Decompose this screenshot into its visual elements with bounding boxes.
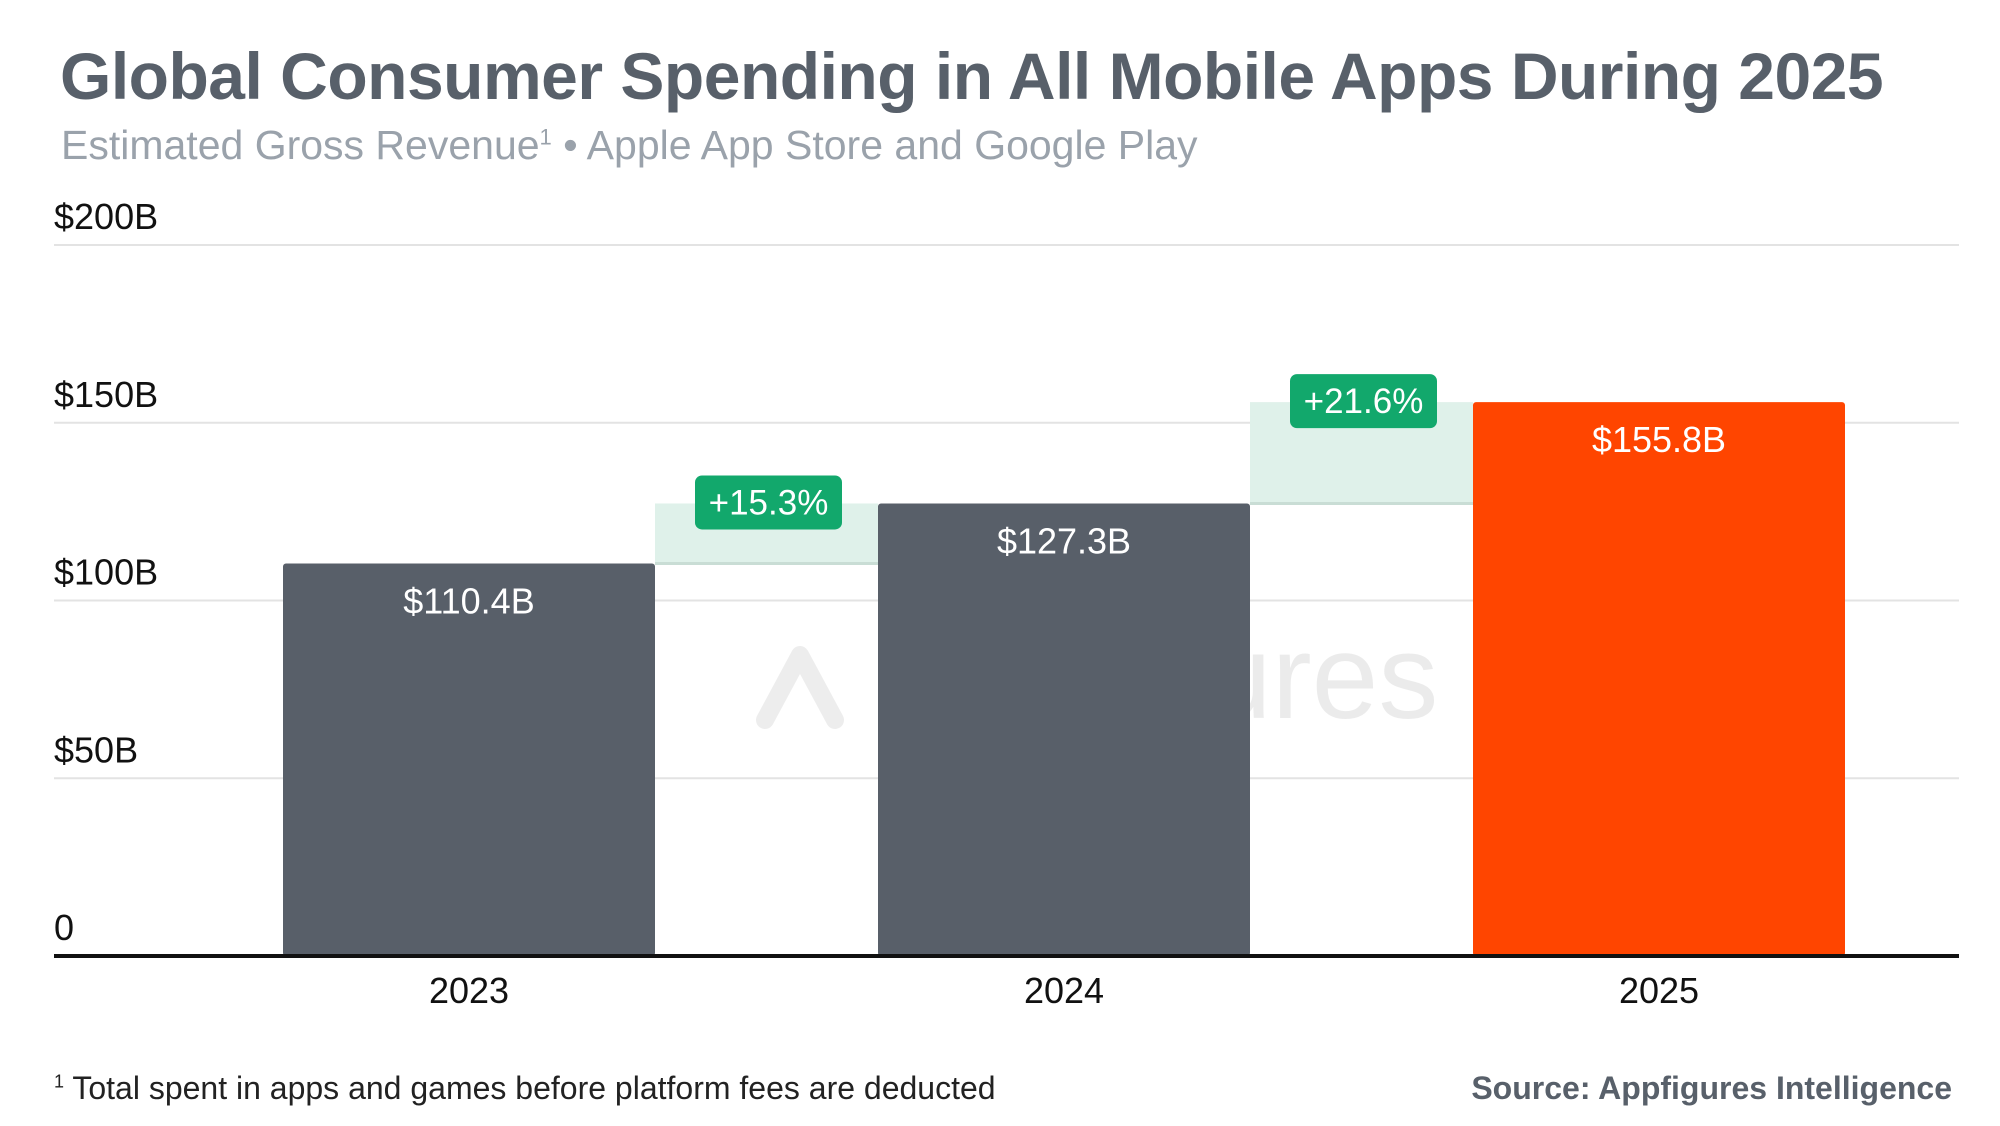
chart-subtitle: Estimated Gross Revenue1 • Apple App Sto… [61,122,1198,169]
watermark-logo [756,646,844,729]
growth-badge-label: +15.3% [709,483,829,522]
x-tick-label: 2025 [1619,970,1699,1011]
y-tick-label: 0 [54,907,74,948]
bar-2023 [283,563,655,956]
growth-badge [695,475,842,530]
bar-value-label: $110.4B [403,581,534,622]
footnote-marker: 1 [54,1071,65,1092]
appfigures-logo-icon [756,646,844,729]
bar-2024 [878,503,1250,956]
source-credit: Source: Appfigures Intelligence [1471,1070,1952,1106]
subtitle-footnote-marker: 1 [539,124,552,150]
chart-title: Global Consumer Spending in All Mobile A… [60,39,1884,113]
footnote-text: Total spent in apps and games before pla… [64,1070,996,1106]
subtitle-rest: • Apple App Store and Google Play [551,122,1198,168]
y-tick-label: $200B [54,196,158,237]
y-tick-label: $100B [54,552,158,593]
bar-value-label: $155.8B [1592,419,1726,460]
growth-badge [1290,374,1437,429]
x-tick-label: 2024 [1024,970,1104,1011]
bar-2025 [1473,402,1845,957]
subtitle-main: Estimated Gross Revenue [61,122,540,168]
footnote: 1 Total spent in apps and games before p… [54,1070,996,1107]
growth-badge-label: +21.6% [1304,382,1424,421]
y-tick-label: $150B [54,374,158,415]
x-tick-label: 2023 [429,970,509,1011]
y-tick-label: $50B [54,729,138,770]
bar-value-label: $127.3B [997,520,1131,561]
